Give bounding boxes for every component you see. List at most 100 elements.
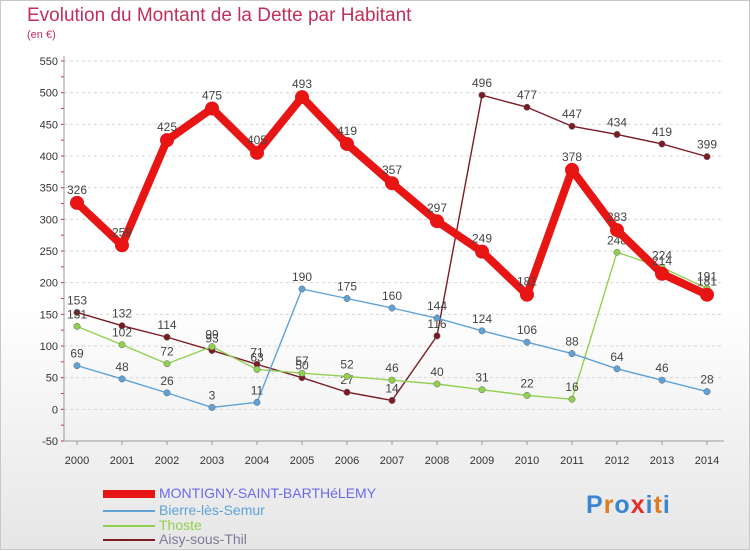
data-label: 11 xyxy=(251,383,264,397)
x-tick-label: 2014 xyxy=(695,455,719,467)
data-label: 181 xyxy=(697,275,717,289)
data-point xyxy=(208,343,216,351)
data-label: 419 xyxy=(652,125,672,139)
data-label: 106 xyxy=(517,323,537,337)
data-point xyxy=(115,238,129,253)
data-point xyxy=(388,304,396,312)
data-point xyxy=(478,91,486,99)
data-label: 259 xyxy=(112,225,132,239)
logo-letter: i xyxy=(662,491,671,519)
data-point xyxy=(343,372,351,380)
data-point xyxy=(73,308,81,316)
data-point xyxy=(163,333,171,341)
logo-letter: P xyxy=(586,491,604,519)
y-tick-label: -50 xyxy=(42,436,58,448)
legend-item-thoste: Thoste xyxy=(103,517,202,533)
data-label: 132 xyxy=(112,307,132,321)
x-tick-label: 2011 xyxy=(560,455,584,467)
data-label: 72 xyxy=(160,345,174,359)
data-point xyxy=(118,322,126,330)
x-tick-label: 2003 xyxy=(200,455,224,467)
data-label: 50 xyxy=(295,359,309,373)
data-label: 46 xyxy=(655,361,669,375)
legend-label: Thoste xyxy=(159,517,202,533)
data-label: 249 xyxy=(472,232,492,246)
data-label: 131 xyxy=(67,307,87,321)
data-label: 425 xyxy=(157,120,177,134)
data-label: 153 xyxy=(67,293,87,307)
data-point xyxy=(568,395,576,403)
data-point xyxy=(703,153,711,161)
x-tick-label: 2008 xyxy=(425,455,449,467)
data-point xyxy=(205,101,219,116)
data-point xyxy=(433,314,441,322)
data-point xyxy=(118,375,126,383)
logo-letter: i xyxy=(645,491,654,519)
data-point xyxy=(163,360,171,368)
data-label: 46 xyxy=(385,361,399,375)
data-point xyxy=(568,350,576,358)
data-label: 283 xyxy=(607,210,627,224)
data-label: 405 xyxy=(247,133,267,147)
data-label: 496 xyxy=(472,76,492,90)
data-point xyxy=(253,398,261,406)
y-tick-label: 0 xyxy=(52,404,58,416)
data-point xyxy=(73,362,81,370)
data-point xyxy=(118,341,126,349)
x-tick-label: 2002 xyxy=(155,455,179,467)
legend-label: Aisy-sous-Thil xyxy=(159,531,247,547)
data-label: 116 xyxy=(427,317,446,331)
data-label: 144 xyxy=(427,299,447,313)
legend-item-montigny: MONTIGNY-SAINT-BARTHéLEMY xyxy=(103,485,376,501)
legend-swatch xyxy=(103,490,155,499)
data-label: 297 xyxy=(427,201,447,215)
data-point xyxy=(433,380,441,388)
data-point xyxy=(73,322,81,330)
data-label: 69 xyxy=(70,347,84,361)
data-label: 477 xyxy=(517,88,537,102)
legend-label: Bierre-lès-Semur xyxy=(159,502,265,518)
x-tick-label: 2000 xyxy=(65,455,89,467)
legend-label: MONTIGNY-SAINT-BARTHéLEMY xyxy=(159,485,377,501)
data-point xyxy=(523,391,531,399)
data-point xyxy=(613,131,621,138)
y-tick-label: 400 xyxy=(40,151,58,163)
data-point xyxy=(610,223,624,238)
data-point xyxy=(208,403,216,411)
data-label: 3 xyxy=(209,388,216,402)
data-point xyxy=(475,244,489,259)
data-label: 93 xyxy=(205,331,219,345)
legend-swatch xyxy=(103,539,155,542)
y-tick-label: 550 xyxy=(40,56,58,68)
data-point xyxy=(298,369,306,377)
data-label: 26 xyxy=(160,374,174,388)
data-point xyxy=(433,332,441,340)
data-label: 124 xyxy=(472,312,492,326)
data-label: 64 xyxy=(610,350,624,364)
data-label: 326 xyxy=(67,183,87,197)
data-point xyxy=(343,295,351,302)
data-point xyxy=(340,136,354,151)
y-tick-label: 100 xyxy=(40,341,58,353)
x-tick-label: 2006 xyxy=(335,455,359,467)
data-label: 102 xyxy=(112,326,132,340)
legend-swatch xyxy=(103,510,155,513)
data-point xyxy=(703,388,711,396)
x-tick-label: 2013 xyxy=(650,455,674,467)
data-label: 475 xyxy=(202,89,222,103)
data-point xyxy=(478,386,486,394)
legend-item-bierre: Bierre-lès-Semur xyxy=(103,502,265,518)
data-point xyxy=(520,287,534,302)
y-tick-label: 350 xyxy=(40,183,58,195)
y-tick-label: 250 xyxy=(40,246,58,258)
data-label: 63 xyxy=(250,350,264,364)
data-point xyxy=(613,248,621,256)
data-point xyxy=(613,365,621,373)
y-tick-label: 200 xyxy=(40,278,58,290)
data-label: 434 xyxy=(607,115,627,129)
x-tick-label: 2010 xyxy=(515,455,539,467)
data-label: 378 xyxy=(562,150,582,164)
legend-item-aisy: Aisy-sous-Thil xyxy=(103,531,247,547)
data-label: 22 xyxy=(520,376,534,390)
